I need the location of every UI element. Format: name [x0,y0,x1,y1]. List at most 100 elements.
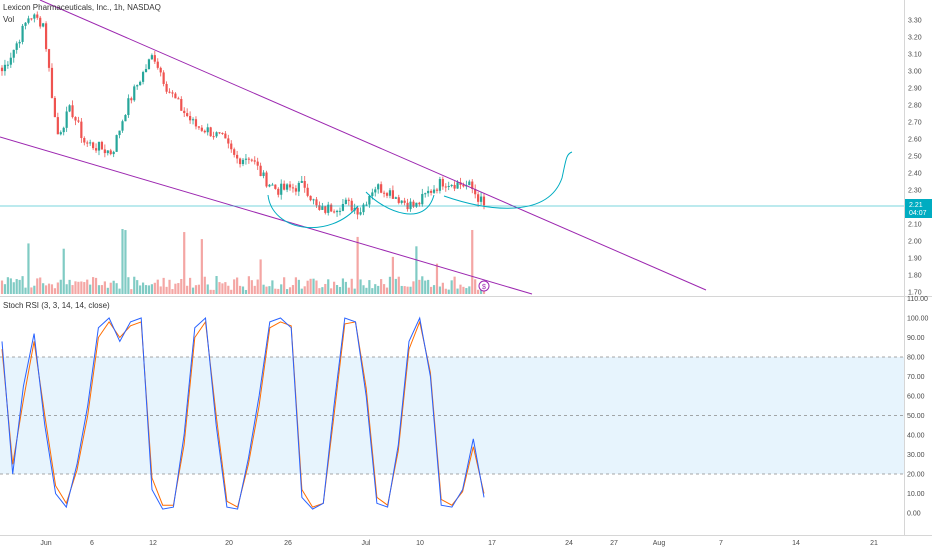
candle-body [356,207,359,215]
time-tick-label: 10 [416,540,424,547]
candle-body [3,64,7,72]
volume-bar [53,288,57,294]
time-tick-label: 6 [90,540,94,547]
candle-body [224,133,227,139]
price-tick-label: 2.50 [908,154,922,161]
drawings[interactable] [0,0,707,295]
candle-body [274,184,277,189]
volume-bar [83,282,86,294]
candle-body [288,184,292,188]
volume-bar [133,276,136,294]
candle-body [227,138,230,144]
volume-bar [365,287,368,294]
candle-body [100,141,104,150]
candle-body [347,199,350,201]
rsi-tick-label: 30.00 [907,452,925,459]
candle-body [53,97,57,118]
candle-body [115,135,118,152]
volume-bar [230,289,233,294]
volume-bar [288,287,292,294]
volume-legend: Vol [3,15,14,24]
volume-bar [397,276,400,294]
candle-body [280,183,283,195]
price-tick-label: 2.80 [908,103,922,110]
volume-bar [109,282,112,294]
volume-bar [391,256,394,294]
volume-bar [477,289,480,294]
candle-body [477,194,480,202]
candle-body [209,127,212,137]
lower-trendline[interactable] [0,136,533,295]
candle-body [415,202,418,207]
candle-body [291,187,295,189]
volume-bar [374,284,377,294]
volume-bar [115,283,118,294]
candle-body [33,14,36,19]
volume-bar [479,288,483,294]
candle-body [297,182,300,192]
volume-bar [309,278,312,294]
candle-body [80,121,83,139]
bar-countdown: 04:07 [909,210,927,217]
candle-body [6,64,9,66]
volume-bar [277,288,280,294]
volume-bar [265,286,268,294]
price-tick-label: 3.30 [908,18,922,25]
volume-bar [303,286,306,294]
volume-bar [136,280,139,294]
time-tick-label: 14 [792,540,800,547]
candle-body [36,14,39,18]
candle-body [365,204,368,206]
volume-bar [191,287,195,294]
volume-bar [297,279,300,294]
volume-bar [385,287,389,294]
candle-body [321,206,324,210]
upper-trendline[interactable] [39,0,707,291]
candle-body [86,142,89,144]
volume-bar [382,284,386,294]
candle-body [447,185,450,188]
volume-bars [0,229,486,294]
volume-bar [203,276,206,294]
candle-body [174,93,177,99]
volume-bar [139,285,142,294]
cup-curve-3[interactable] [443,151,573,209]
volume-bar [42,283,45,294]
volume-bar [300,288,303,294]
rsi-pane[interactable]: Stoch RSI (3, 3, 14, 14, close) [0,301,904,510]
candle-body [382,192,386,194]
candle-body [338,210,342,212]
candle-body [24,22,27,26]
dividends-marker[interactable]: $ [478,280,490,292]
volume-bar [221,283,224,294]
volume-bar [415,246,418,294]
candle-body [421,193,424,205]
candle-body [59,132,62,135]
cup-curve-2[interactable] [365,191,435,215]
price-axis[interactable]: 3.30 3.20 3.10 3.00 2.90 2.80 2.70 2.60 2.50 2.40… [904,0,932,535]
candle-body [456,182,459,189]
rsi-tick-label: 60.00 [907,394,925,401]
volume-bar [206,284,209,294]
candle-body [71,105,74,118]
price-pane[interactable]: Lexicon Pharmaceuticals, Inc., 1h, NASDA… [0,0,904,295]
candle-body [400,200,403,203]
volume-bar [124,230,127,294]
rsi-tick-label: 80.00 [907,355,925,362]
volume-bar [236,277,239,294]
time-axis[interactable]: Jun 6 12 20 26 Jul 10 17 24 27 Aug 7 14 21 [0,535,932,548]
rsi-tick-label: 50.00 [907,413,925,420]
volume-bar [247,276,250,294]
volume-bar [39,277,42,294]
candle-body [15,43,18,50]
candle-body [262,172,265,177]
price-tick-label: 2.00 [908,239,922,246]
candle-body [377,184,380,190]
volume-bar [156,279,159,294]
time-tick-label: 21 [870,540,878,547]
volume-bar [27,243,30,294]
candle-body [186,113,189,117]
volume-bar [450,280,453,294]
price-tick-label: 2.60 [908,137,922,144]
